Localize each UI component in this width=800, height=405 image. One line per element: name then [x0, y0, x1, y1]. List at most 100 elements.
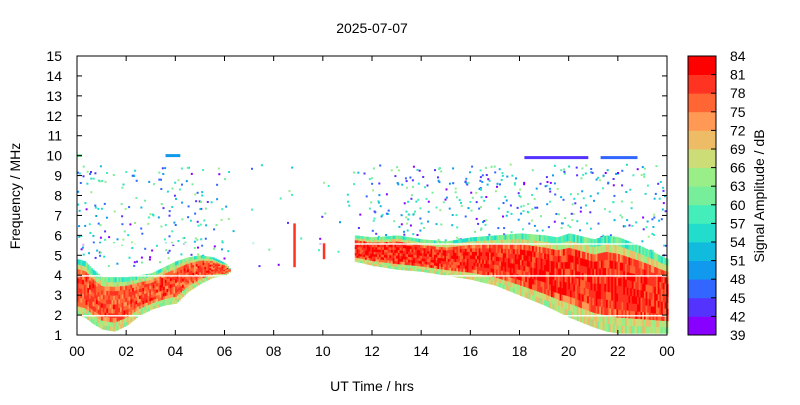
signal-cell [588, 260, 592, 268]
signal-cell [108, 299, 111, 305]
signal-cell [137, 289, 140, 293]
signal-cell [607, 267, 611, 277]
signal-cell [458, 261, 461, 266]
signal-cell [135, 289, 138, 294]
signal-cell [128, 276, 131, 282]
signal-cell [590, 318, 593, 327]
signal-cell [406, 248, 409, 252]
noise-dot [180, 253, 183, 256]
signal-cell [178, 270, 181, 275]
signal-cell [408, 261, 411, 266]
signal-cell [495, 260, 499, 266]
signal-cell [372, 260, 375, 264]
signal-cell [477, 266, 480, 271]
signal-cell [599, 245, 602, 254]
noise-dot [554, 193, 557, 196]
signal-cell [654, 306, 657, 314]
signal-cell [373, 256, 376, 260]
signal-cell [549, 301, 552, 309]
signal-cell [611, 324, 614, 333]
signal-cell [537, 279, 540, 286]
signal-cell [657, 287, 660, 295]
signal-cell [563, 268, 566, 276]
signal-cell [157, 297, 161, 302]
signal-cell [384, 256, 387, 261]
noise-dot [406, 229, 409, 232]
signal-cell [163, 267, 166, 271]
signal-cell [631, 295, 635, 304]
signal-cell [187, 266, 190, 270]
signal-cell [104, 294, 107, 300]
noise-dot [279, 197, 282, 200]
signal-cell [604, 243, 607, 253]
signal-cell [444, 266, 447, 270]
signal-cell [183, 279, 186, 284]
signal-cell [370, 237, 373, 241]
signal-cell [440, 252, 444, 256]
signal-cell [423, 269, 426, 273]
signal-cell [384, 236, 387, 240]
signal-cell [573, 255, 576, 264]
noise-dot [172, 244, 175, 246]
signal-cell [528, 288, 531, 294]
noise-dot [483, 199, 486, 202]
signal-cell [635, 251, 638, 260]
signal-cell [83, 298, 87, 304]
signal-cell [406, 250, 409, 255]
signal-cell [394, 243, 397, 248]
signal-cell [387, 254, 390, 258]
signal-cell [156, 279, 159, 284]
signal-cell [430, 251, 433, 255]
signal-cell [456, 248, 459, 253]
signal-cell [513, 258, 516, 264]
signal-cell [604, 291, 607, 300]
signal-cell [502, 266, 506, 272]
noise-dot [187, 216, 190, 219]
signal-cell [99, 279, 102, 285]
signal-cell [159, 293, 162, 298]
signal-cell [87, 278, 90, 284]
signal-cell [385, 244, 389, 248]
noise-dot [580, 206, 582, 209]
colorbar-swatch [688, 279, 716, 299]
signal-cell [432, 248, 435, 252]
noise-dot [141, 261, 143, 264]
noise-dot [196, 238, 199, 241]
signal-cell [538, 257, 542, 264]
signal-cell [114, 290, 118, 296]
signal-cell [87, 269, 90, 275]
noise-dot [513, 182, 516, 185]
signal-cell [514, 283, 518, 289]
signal-cell [442, 260, 445, 265]
signal-cell [140, 297, 143, 302]
signal-cell [528, 271, 531, 278]
signal-cell [454, 270, 457, 275]
noise-dot [632, 174, 635, 177]
signal-cell [566, 302, 569, 310]
signal-cell [85, 304, 88, 310]
signal-cell [588, 289, 592, 297]
signal-cell [207, 266, 211, 269]
signal-cell [187, 280, 190, 284]
signal-cell [664, 295, 667, 303]
signal-cell [499, 248, 502, 253]
signal-cell [537, 296, 540, 303]
signal-cell [416, 262, 419, 267]
signal-cell [154, 298, 157, 303]
signal-cell [387, 244, 390, 248]
signal-cell [392, 238, 395, 242]
signal-cell [631, 265, 635, 274]
signal-cell [434, 262, 437, 266]
signal-cell [120, 323, 123, 329]
signal-cell [123, 301, 126, 307]
signal-cell [78, 296, 81, 303]
signal-cell [82, 283, 85, 290]
noise-dot [593, 199, 595, 202]
signal-cell [588, 245, 592, 254]
noise-dot [221, 248, 223, 251]
noise-dot [576, 193, 579, 196]
signal-cell [504, 266, 507, 272]
noise-dot [643, 173, 646, 176]
noise-dot [129, 223, 132, 226]
signal-cell [482, 270, 485, 276]
